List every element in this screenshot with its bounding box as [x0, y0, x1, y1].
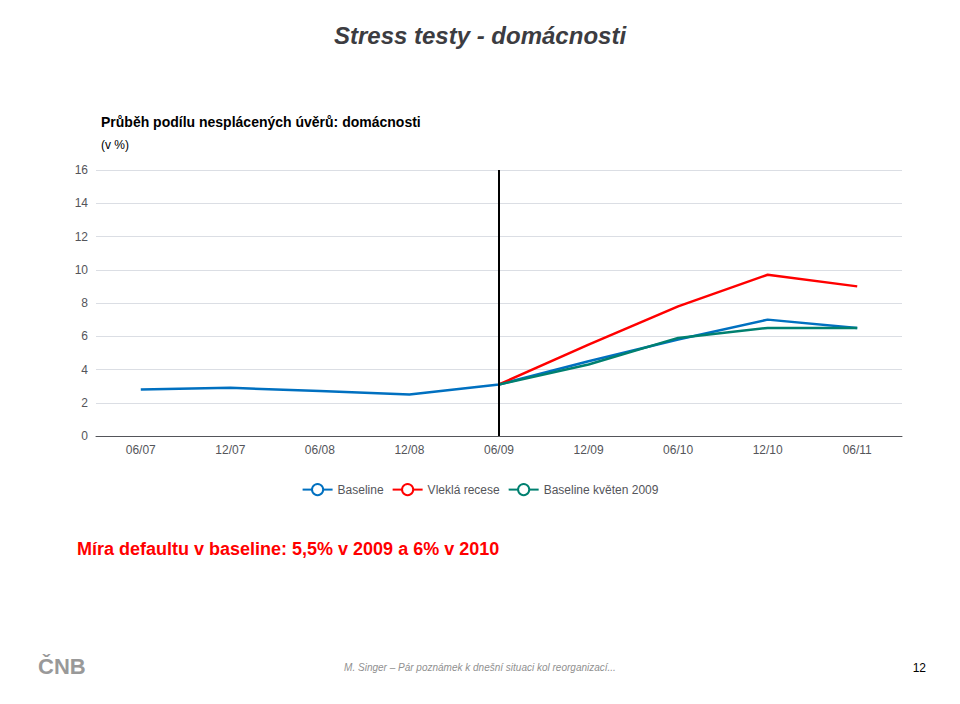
svg-text:ČNB: ČNB — [38, 654, 86, 679]
svg-text:06/11: 06/11 — [843, 443, 872, 457]
svg-text:2: 2 — [81, 396, 88, 410]
svg-text:12: 12 — [913, 661, 927, 675]
svg-text:14: 14 — [75, 196, 89, 210]
svg-text:Baseline: Baseline — [338, 483, 384, 497]
svg-text:12/08: 12/08 — [394, 443, 424, 457]
svg-text:06/08: 06/08 — [305, 443, 335, 457]
svg-text:Baseline květen 2009: Baseline květen 2009 — [544, 483, 659, 497]
svg-text:06/09: 06/09 — [484, 443, 514, 457]
svg-text:10: 10 — [75, 263, 89, 277]
svg-text:16: 16 — [75, 163, 89, 177]
svg-text:12/10: 12/10 — [753, 443, 783, 457]
svg-text:Míra defaultu v baseline: 5,5%: Míra defaultu v baseline: 5,5% v 2009 a … — [77, 539, 499, 559]
svg-text:06/10: 06/10 — [663, 443, 693, 457]
svg-text:12/07: 12/07 — [215, 443, 245, 457]
svg-text:Vleklá recese: Vleklá recese — [428, 483, 500, 497]
svg-text:(v %): (v %) — [101, 138, 129, 152]
svg-text:Průběh podílu nesplácených úvě: Průběh podílu nesplácených úvěrů: domácn… — [101, 114, 421, 130]
svg-text:M. Singer – Pár poznámek k dne: M. Singer – Pár poznámek k dnešní situac… — [344, 662, 616, 673]
svg-text:6: 6 — [81, 329, 88, 343]
svg-text:0: 0 — [81, 429, 88, 443]
svg-text:4: 4 — [81, 363, 88, 377]
svg-text:Stress testy - domácnosti: Stress testy - domácnosti — [334, 22, 627, 49]
svg-text:12/09: 12/09 — [574, 443, 604, 457]
svg-text:12: 12 — [75, 230, 89, 244]
svg-text:8: 8 — [81, 296, 88, 310]
svg-text:06/07: 06/07 — [126, 443, 156, 457]
